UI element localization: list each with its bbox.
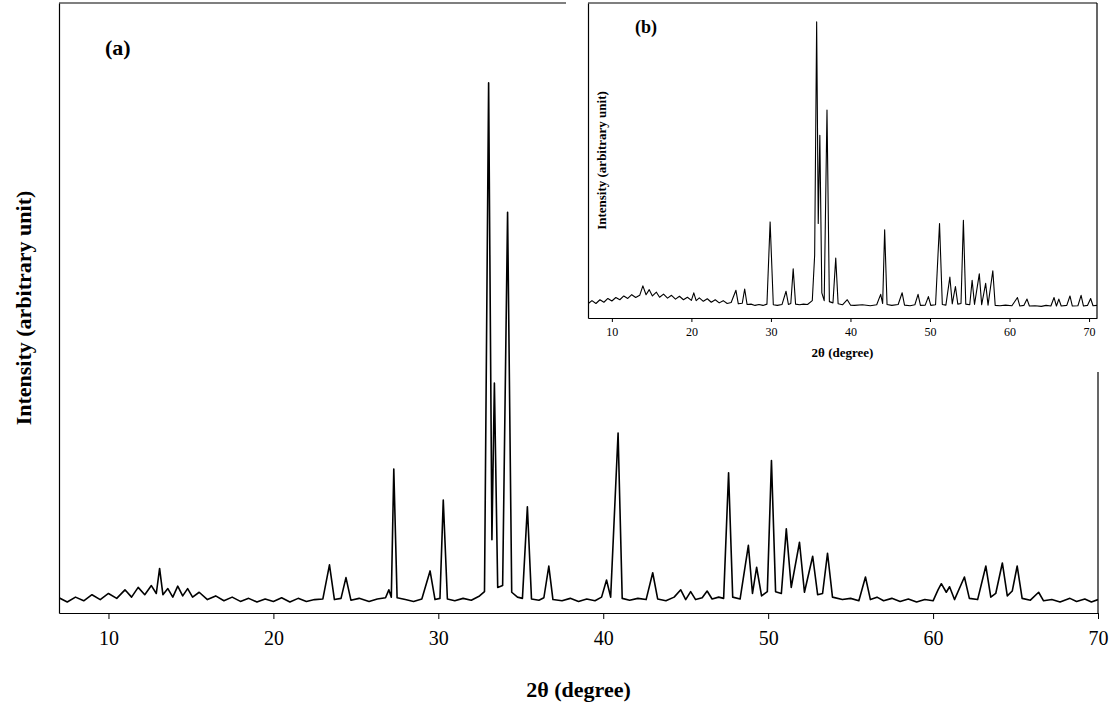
x-axis-line xyxy=(60,613,1099,614)
x-tick: 20 xyxy=(686,318,698,339)
x-tick-label: 60 xyxy=(1004,325,1016,339)
x-tick-label: 10 xyxy=(99,627,119,649)
x-tick-label: 40 xyxy=(845,325,857,339)
x-tick: 40 xyxy=(594,613,614,649)
x-tick-mark xyxy=(850,318,851,322)
x-tick-label: 50 xyxy=(924,325,936,339)
x-tick: 50 xyxy=(924,318,936,339)
x-tick-mark xyxy=(1098,613,1099,619)
x-axis-line xyxy=(589,318,1098,319)
x-tick-label: 60 xyxy=(924,627,944,649)
x-tick-label: 20 xyxy=(264,627,284,649)
panel-label: (b) xyxy=(635,17,657,38)
x-tick-mark xyxy=(612,318,613,322)
x-tick-label: 30 xyxy=(429,627,449,649)
x-tick-mark xyxy=(1089,318,1090,322)
frame-right xyxy=(1096,3,1097,318)
x-tick: 60 xyxy=(924,613,944,649)
x-tick: 30 xyxy=(429,613,449,649)
frame-top xyxy=(588,2,1097,3)
y-axis-line xyxy=(588,4,589,319)
y-axis-title: Intensity (arbitrary unit) xyxy=(11,191,36,426)
x-tick-label: 10 xyxy=(606,325,618,339)
x-tick: 30 xyxy=(765,318,777,339)
x-tick-mark xyxy=(768,613,769,619)
x-tick: 50 xyxy=(759,613,779,649)
plot-area xyxy=(588,22,1097,306)
x-tick-mark xyxy=(438,613,439,619)
x-axis: 10 20 30 40 50 60 70 xyxy=(589,318,1098,339)
x-tick-label: 70 xyxy=(1089,627,1109,649)
x-tick: 70 xyxy=(1084,318,1096,339)
x-tick-mark xyxy=(1010,318,1011,322)
x-tick-mark xyxy=(930,318,931,322)
x-tick: 60 xyxy=(1004,318,1016,339)
x-tick-label: 30 xyxy=(765,325,777,339)
x-axis: 10 20 30 40 50 60 70 xyxy=(60,613,1109,649)
y-axis xyxy=(59,4,60,614)
y-axis-title: Intensity (arbitrary unit) xyxy=(594,91,609,230)
x-tick: 20 xyxy=(264,613,284,649)
panel-label: (a) xyxy=(105,35,131,60)
x-tick-mark xyxy=(273,613,274,619)
x-tick-mark xyxy=(933,613,934,619)
y-axis xyxy=(588,4,589,319)
x-tick-label: 50 xyxy=(759,627,779,649)
x-tick: 10 xyxy=(99,613,119,649)
x-tick-mark xyxy=(771,318,772,322)
x-tick-mark xyxy=(108,613,109,619)
y-axis-line xyxy=(59,4,60,614)
x-axis-title: 2θ (degree) xyxy=(812,345,874,360)
x-tick-label: 70 xyxy=(1084,325,1096,339)
x-tick: 70 xyxy=(1089,613,1109,649)
x-tick-label: 20 xyxy=(686,325,698,339)
chart-canvas: 10 20 30 40 50 60 70 2θ (degree) Intensity (arbi… xyxy=(0,0,1117,722)
x-axis-title: 2θ (degree) xyxy=(526,677,631,702)
x-tick-mark xyxy=(691,318,692,322)
panel: 10 20 30 40 50 60 70 2θ (degree) Intensity (arbi… xyxy=(566,0,1117,372)
inset-background xyxy=(566,0,1117,372)
x-tick-mark xyxy=(603,613,604,619)
x-tick: 10 xyxy=(606,318,618,339)
x-tick-label: 40 xyxy=(594,627,614,649)
x-tick: 40 xyxy=(845,318,857,339)
diffraction-line xyxy=(588,22,1097,306)
